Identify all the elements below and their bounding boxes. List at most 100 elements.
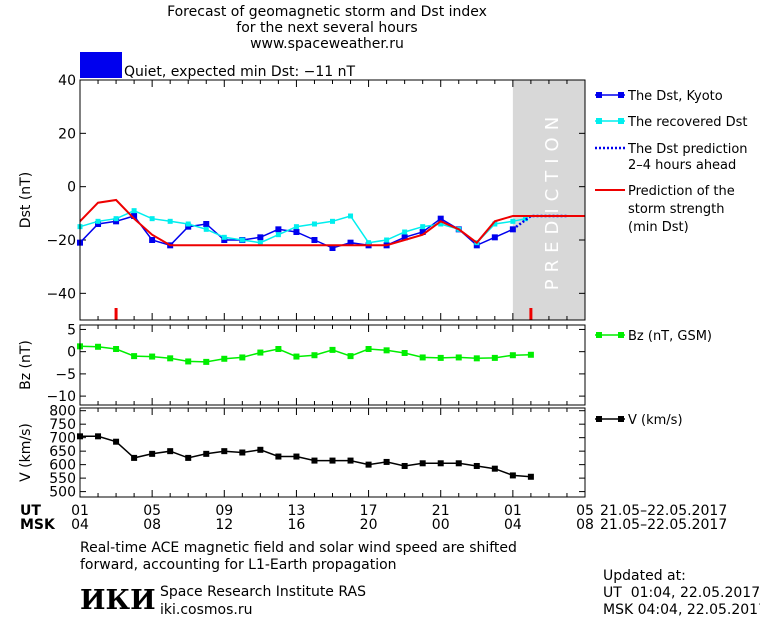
legend-dst-recovered-label: The recovered Dst xyxy=(627,115,747,130)
dst_recovered-point xyxy=(330,218,335,224)
bz-point xyxy=(257,349,264,356)
legend-dst-kyoto-label: The Dst, Kyoto xyxy=(627,89,723,104)
ut-tick-label: 17 xyxy=(360,503,378,519)
prediction-band xyxy=(512,80,585,320)
bz-point xyxy=(221,355,228,362)
v-ytick-label: 600 xyxy=(49,458,76,474)
dst_recovered-point xyxy=(402,229,408,235)
dst_recovered-point xyxy=(275,232,281,238)
dst_kyoto-point xyxy=(203,221,210,227)
dst_recovered-point xyxy=(420,224,426,230)
v-point xyxy=(275,453,282,460)
legend-bz-square xyxy=(618,332,624,338)
dst_recovered-point xyxy=(366,240,372,246)
dst-ytick-label: 20 xyxy=(58,126,76,142)
dst_kyoto-point xyxy=(473,242,480,249)
dst_recovered-point xyxy=(510,218,516,224)
bz-point xyxy=(113,346,120,352)
dst-ytick-label: −20 xyxy=(46,233,76,249)
v-point xyxy=(437,460,444,467)
legend-bz-label: Bz (nT, GSM) xyxy=(628,329,712,344)
bz-point xyxy=(437,354,444,361)
bz-point xyxy=(275,346,282,352)
legend-v-label: V (km/s) xyxy=(628,413,683,428)
dst_recovered-point xyxy=(438,221,444,227)
ut-tick-label: 09 xyxy=(215,503,233,519)
dst_recovered-point xyxy=(348,213,354,219)
bz-line xyxy=(79,345,531,363)
dst_kyoto-point xyxy=(509,226,516,233)
bz-point xyxy=(239,354,246,361)
dst_kyoto-point xyxy=(131,213,138,219)
v-ytick-label: 550 xyxy=(49,471,76,487)
dst_recovered-point xyxy=(167,218,173,224)
v-point xyxy=(473,462,480,469)
status-text: Quiet, expected min Dst: −11 nT xyxy=(124,64,356,80)
v-point xyxy=(329,457,336,464)
msk-tick-label: 12 xyxy=(215,517,233,533)
ut-date-range: 21.05–22.05.2017 xyxy=(600,503,727,519)
v-axis-label: V (km/s) xyxy=(18,423,34,482)
bz-point xyxy=(419,354,426,361)
dst_kyoto-point xyxy=(293,229,300,235)
dst-ytick-label: 0 xyxy=(67,180,76,196)
msk-tick-label: 04 xyxy=(71,517,89,533)
chart-title-line2: for the next several hours xyxy=(236,20,418,36)
v-point xyxy=(401,462,408,469)
dst-ytick-label: 40 xyxy=(58,73,76,89)
dst_recovered-point xyxy=(257,240,263,246)
dst_kyoto-point xyxy=(113,218,120,225)
dst_kyoto-point xyxy=(185,223,192,230)
v-point xyxy=(311,457,318,464)
legend-v-square xyxy=(596,416,602,422)
v-point xyxy=(491,465,498,472)
dst_recovered-point xyxy=(185,221,191,227)
updated-msk: MSK 04:04, 22.05.2017 xyxy=(603,602,760,618)
dst_recovered-point xyxy=(492,221,498,227)
dst-panel-frame xyxy=(79,79,586,321)
v-point xyxy=(95,433,102,440)
bz-point xyxy=(401,350,408,356)
v-point xyxy=(167,448,174,455)
v-point xyxy=(383,458,390,465)
prediction-band-label: PREDICTION xyxy=(542,110,563,290)
legend-bz-square xyxy=(596,332,602,338)
dst_kyoto-point xyxy=(275,226,282,233)
bz-point xyxy=(167,355,174,362)
bz-point xyxy=(509,352,516,359)
ut-tick-label: 21 xyxy=(432,503,450,519)
bz-ytick-label: 0 xyxy=(67,345,76,361)
v-line xyxy=(80,435,531,478)
legend-storm-label: storm strength xyxy=(628,202,725,217)
dst-axis-label: Dst (nT) xyxy=(18,172,34,228)
bz-point xyxy=(329,346,336,353)
v-point xyxy=(455,460,462,467)
v-point xyxy=(365,461,372,468)
ut-tick-label: 01 xyxy=(504,503,522,519)
v-point xyxy=(149,450,156,457)
v-point xyxy=(113,438,120,445)
bz-point xyxy=(455,354,462,361)
v-point xyxy=(203,450,210,457)
msk-tick-label: 00 xyxy=(432,517,450,533)
dst_recovered-point xyxy=(149,216,155,222)
legend-dst-prediction-label: 2–4 hours ahead xyxy=(628,158,736,173)
bz-point xyxy=(311,352,318,359)
dst_kyoto-point xyxy=(95,221,102,227)
legend-v-square xyxy=(618,416,624,422)
dst_kyoto-point xyxy=(149,237,156,243)
dst_recovered-point xyxy=(311,221,317,227)
msk-tick-label: 04 xyxy=(504,517,522,533)
v-ytick-label: 500 xyxy=(49,485,76,501)
dst_kyoto-point xyxy=(257,234,264,241)
v-point xyxy=(419,460,426,467)
bz-point xyxy=(293,353,300,360)
dst_kyoto-point xyxy=(401,234,408,241)
legend-dst-recovered-square xyxy=(596,118,602,124)
dst_recovered-point xyxy=(384,237,390,243)
v-point xyxy=(509,472,516,479)
dst_kyoto-point xyxy=(329,245,336,251)
msk-tick-label: 08 xyxy=(576,517,594,533)
v-point xyxy=(347,457,354,464)
bz-panel-frame xyxy=(79,324,586,406)
